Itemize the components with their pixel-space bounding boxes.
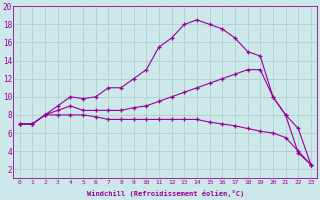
X-axis label: Windchill (Refroidissement éolien,°C): Windchill (Refroidissement éolien,°C) bbox=[87, 190, 244, 197]
